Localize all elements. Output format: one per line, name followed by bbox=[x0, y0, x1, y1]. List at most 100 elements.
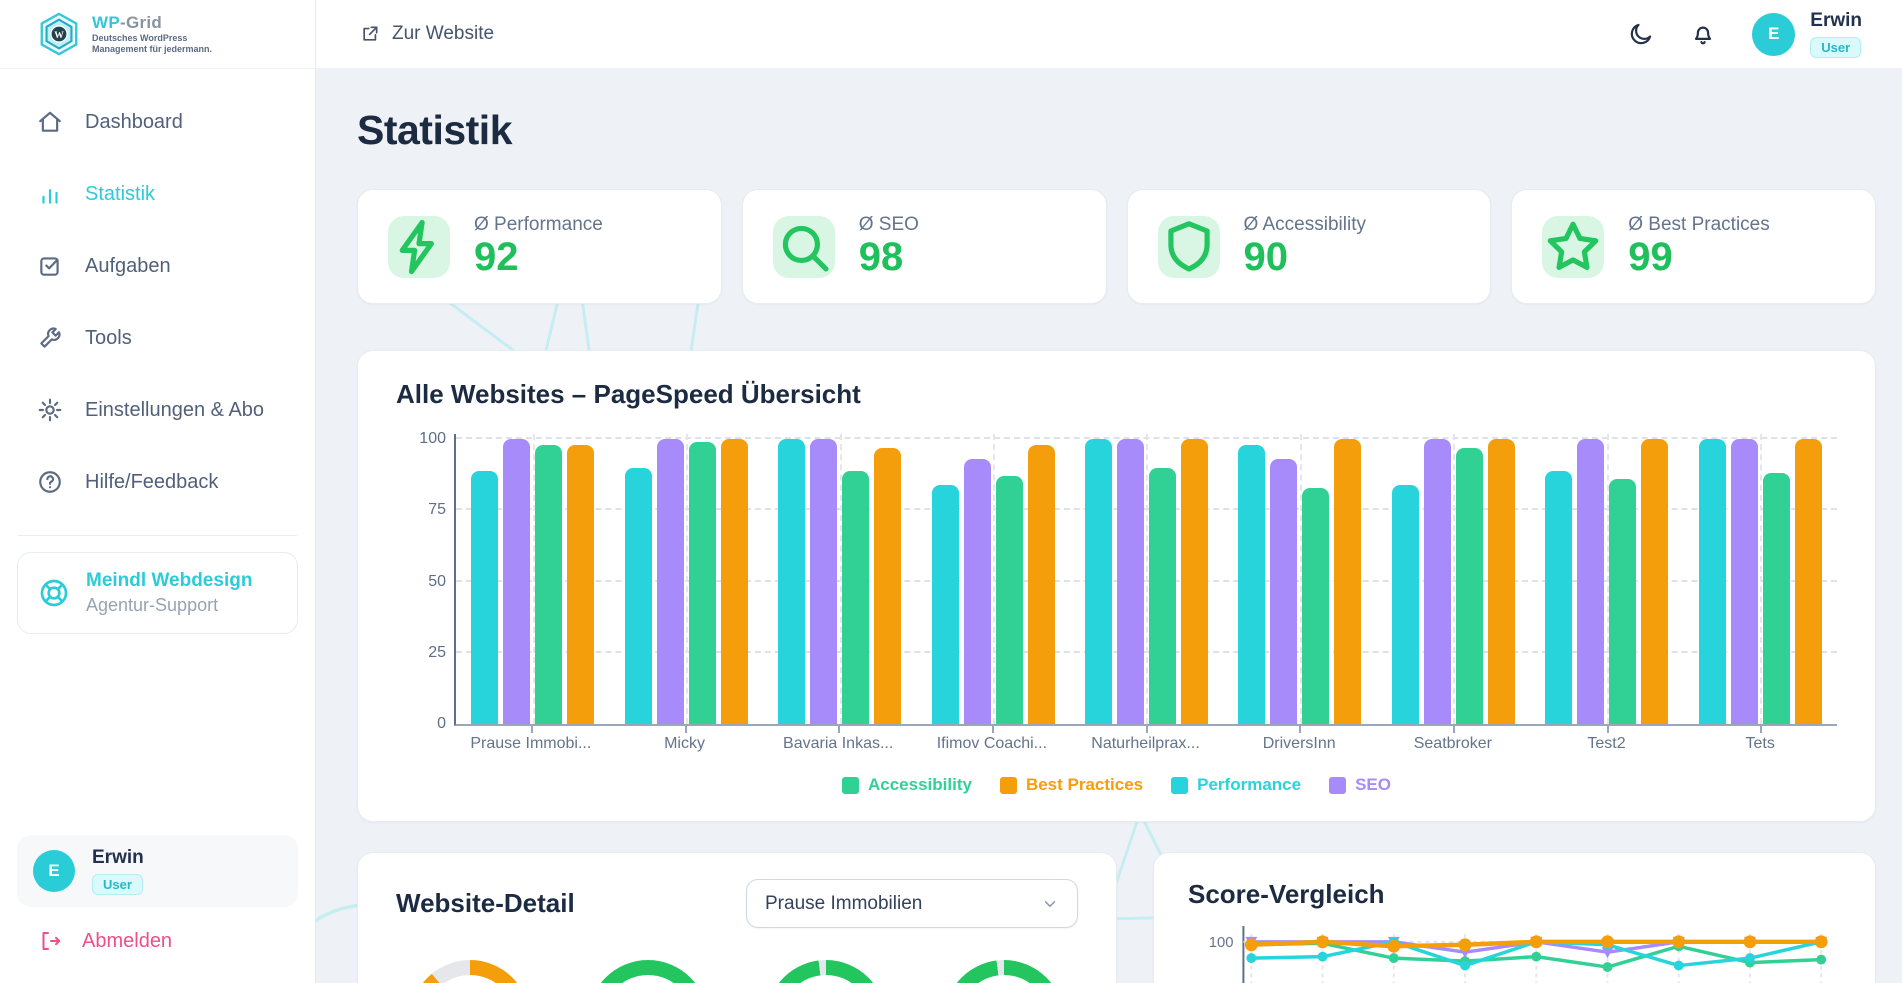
bar-group-bavaria-inkas bbox=[763, 434, 916, 725]
pagespeed-overview-card: Alle Websites – PageSpeed Übersicht 0 25 5… bbox=[357, 350, 1876, 823]
legend-label: SEO bbox=[1355, 775, 1391, 795]
logout-button[interactable]: Abmelden bbox=[38, 929, 315, 953]
top-bar: Zur Website E Erwin User bbox=[316, 0, 1902, 69]
brand-tagline: Deutsches WordPress Management für jeder… bbox=[92, 32, 213, 54]
avatar: E bbox=[1752, 12, 1796, 56]
shield-icon bbox=[1157, 215, 1220, 278]
chart-title: Alle Websites – PageSpeed Übersicht bbox=[396, 379, 861, 410]
bar-best-practices bbox=[1641, 439, 1669, 725]
bar-performance bbox=[778, 439, 806, 725]
stat-card-seo: Ø SEO 98 bbox=[741, 189, 1107, 305]
sidebar-item-statistik[interactable]: Statistik bbox=[37, 181, 315, 207]
x-axis-label: Test2 bbox=[1530, 726, 1684, 753]
agency-support-card[interactable]: Meindl Webdesign Agentur-Support bbox=[17, 552, 298, 634]
wp-grid-logo-icon: W bbox=[40, 12, 78, 56]
search-icon bbox=[772, 215, 835, 278]
support-card-subtitle: Agentur-Support bbox=[86, 595, 219, 615]
bar-best-practices bbox=[1334, 439, 1362, 725]
sidebar-item-einstellungen-abo[interactable]: Einstellungen & Abo bbox=[37, 397, 315, 423]
logout-icon bbox=[38, 929, 62, 953]
sidebar-item-label: Tools bbox=[85, 326, 132, 349]
stat-card-best-practices: Ø Best Practices 99 bbox=[1511, 189, 1876, 305]
legend-item-performance[interactable]: Performance bbox=[1171, 775, 1301, 795]
marker-best-practices bbox=[1316, 935, 1329, 949]
brand-name: WP-Grid bbox=[92, 12, 163, 32]
legend-label: Accessibility bbox=[868, 775, 972, 795]
bar-seo bbox=[963, 459, 991, 725]
legend-label: Performance bbox=[1197, 775, 1302, 795]
sidebar-user-card: E Erwin User bbox=[17, 835, 298, 907]
stat-value: 92 bbox=[474, 235, 519, 279]
brand-logo[interactable]: W WP-Grid Deutsches WordPress Management… bbox=[0, 0, 315, 69]
marker-accessibility bbox=[1816, 954, 1827, 965]
stat-label: Ø Best Practices bbox=[1628, 214, 1770, 235]
chevron-down-icon bbox=[1041, 895, 1059, 913]
user-role-badge: User bbox=[92, 874, 143, 895]
bar-performance bbox=[1698, 439, 1726, 725]
bar-chart: 0 25 50 75 100 Prause Immobi... Micky Bavaria … bbox=[396, 430, 1837, 753]
x-axis-label: DriversInn bbox=[1222, 726, 1376, 753]
marker-performance bbox=[1460, 960, 1470, 971]
y-axis-tick-label: 25 bbox=[428, 643, 446, 661]
x-gridline bbox=[1760, 434, 1763, 725]
x-axis-label: Naturheilprax... bbox=[1069, 726, 1223, 753]
y-axis-tick-label: 0 bbox=[437, 715, 446, 733]
marker-best-practices bbox=[1601, 935, 1614, 949]
external-link-icon bbox=[360, 24, 380, 44]
zur-website-link[interactable]: Zur Website bbox=[360, 23, 494, 45]
bar-seo bbox=[810, 439, 838, 725]
marker-performance bbox=[1317, 951, 1328, 962]
avatar: E bbox=[33, 850, 75, 892]
sidebar-item-tools[interactable]: Tools bbox=[37, 325, 315, 351]
x-axis-label: Seatbroker bbox=[1376, 726, 1530, 753]
user-role-badge: User bbox=[1810, 37, 1862, 58]
bar-best-practices bbox=[720, 439, 748, 725]
marker-accessibility bbox=[1602, 962, 1613, 973]
x-axis-label: Prause Immobi... bbox=[454, 726, 608, 753]
header-user-menu[interactable]: E Erwin User bbox=[1752, 10, 1862, 58]
x-gridline bbox=[993, 434, 996, 725]
bar-accessibility bbox=[1762, 473, 1790, 725]
website-detail-title: Website-Detail bbox=[396, 888, 575, 919]
bar-best-practices bbox=[1487, 439, 1515, 725]
task-check-icon bbox=[37, 253, 63, 279]
page-title: Statistik bbox=[357, 107, 513, 153]
sidebar-divider bbox=[18, 535, 297, 536]
legend-swatch bbox=[999, 776, 1017, 794]
x-gridline bbox=[1606, 434, 1609, 725]
x-gridline bbox=[1453, 434, 1456, 725]
x-gridline bbox=[686, 434, 689, 725]
legend-item-seo[interactable]: SEO bbox=[1329, 775, 1391, 795]
bar-accessibility bbox=[1148, 467, 1176, 725]
sidebar-item-dashboard[interactable]: Dashboard bbox=[37, 109, 315, 135]
bar-accessibility bbox=[688, 442, 716, 725]
marker-best-practices bbox=[1529, 935, 1543, 949]
website-select[interactable]: Prause Immobilien bbox=[746, 879, 1078, 929]
sidebar-nav: Dashboard Statistik Aufgaben Tools Einstellu… bbox=[0, 69, 315, 541]
bar-best-practices bbox=[567, 444, 595, 725]
legend-item-best-practices[interactable]: Best Practices bbox=[999, 775, 1144, 795]
score-donut-accessibility bbox=[766, 960, 886, 983]
score-donut-best-practices bbox=[944, 960, 1064, 983]
sidebar-item-aufgaben[interactable]: Aufgaben bbox=[37, 253, 315, 279]
sidebar-item-hilfe-feedback[interactable]: Hilfe/Feedback bbox=[37, 469, 315, 495]
stats-row: Ø Performance 92 Ø SEO 98 Ø Accessibility 90 Ø… bbox=[357, 189, 1876, 305]
website-detail-card: Website-Detail Prause Immobilien bbox=[357, 852, 1117, 983]
bar-accessibility bbox=[1302, 487, 1330, 725]
website-select-value: Prause Immobilien bbox=[765, 892, 923, 914]
bar-seo bbox=[1730, 439, 1758, 725]
sidebar-spacer bbox=[0, 634, 315, 835]
bar-group-tets bbox=[1684, 434, 1837, 725]
stat-value: 98 bbox=[858, 235, 904, 279]
svg-text:W: W bbox=[54, 30, 64, 41]
bell-icon[interactable] bbox=[1690, 21, 1716, 47]
y-axis-tick-label: 100 bbox=[1209, 935, 1234, 951]
legend-label: Best Practices bbox=[1025, 775, 1144, 795]
moon-icon[interactable] bbox=[1628, 21, 1654, 47]
bar-seo bbox=[1270, 459, 1298, 725]
help-icon bbox=[37, 469, 63, 495]
legend-item-accessibility[interactable]: Accessibility bbox=[842, 775, 972, 795]
bar-chart-icon bbox=[37, 181, 63, 207]
score-donut-seo bbox=[588, 960, 708, 983]
stat-card-performance: Ø Performance 92 bbox=[357, 189, 722, 305]
